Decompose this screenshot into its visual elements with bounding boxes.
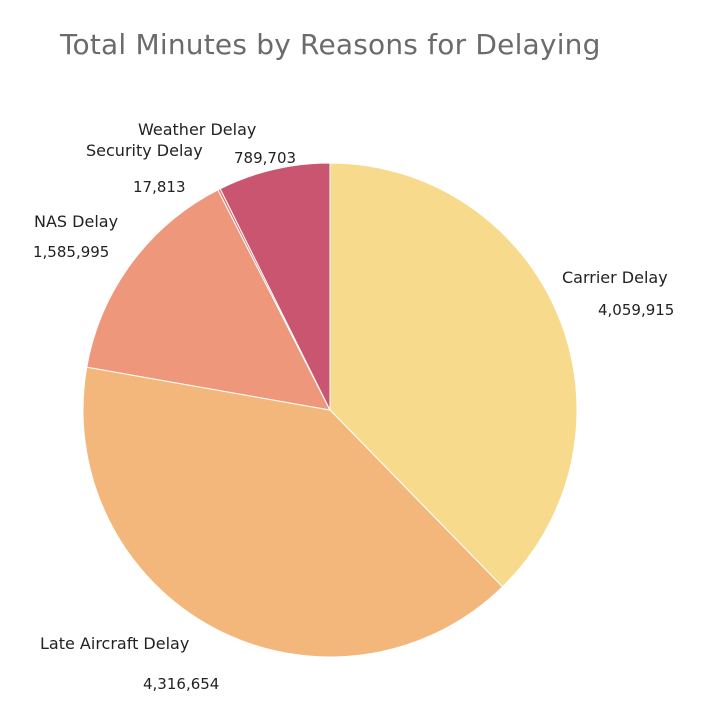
label-late-aircraft-delay: Late Aircraft Delay xyxy=(40,634,189,653)
label-weather-delay: Weather Delay xyxy=(138,120,256,139)
pie-slices xyxy=(82,162,578,658)
label-nas-delay: NAS Delay xyxy=(34,212,118,231)
pie-slice-late-aircraft-delay xyxy=(82,366,504,658)
value-nas-delay: 1,585,995 xyxy=(33,243,109,261)
value-weather-delay: 789,703 xyxy=(234,149,296,167)
value-carrier-delay: 4,059,915 xyxy=(598,301,674,319)
pie-slice-nas-delay xyxy=(86,189,331,411)
label-carrier-delay: Carrier Delay xyxy=(562,268,668,287)
pie-slice-weather-delay xyxy=(219,162,331,411)
value-late-aircraft-delay: 4,316,654 xyxy=(143,675,219,693)
chart-title: Total Minutes by Reasons for Delaying xyxy=(60,28,601,61)
label-security-delay: Security Delay xyxy=(86,141,203,160)
value-security-delay: 17,813 xyxy=(133,178,186,196)
pie-slice-carrier-delay xyxy=(329,162,578,588)
